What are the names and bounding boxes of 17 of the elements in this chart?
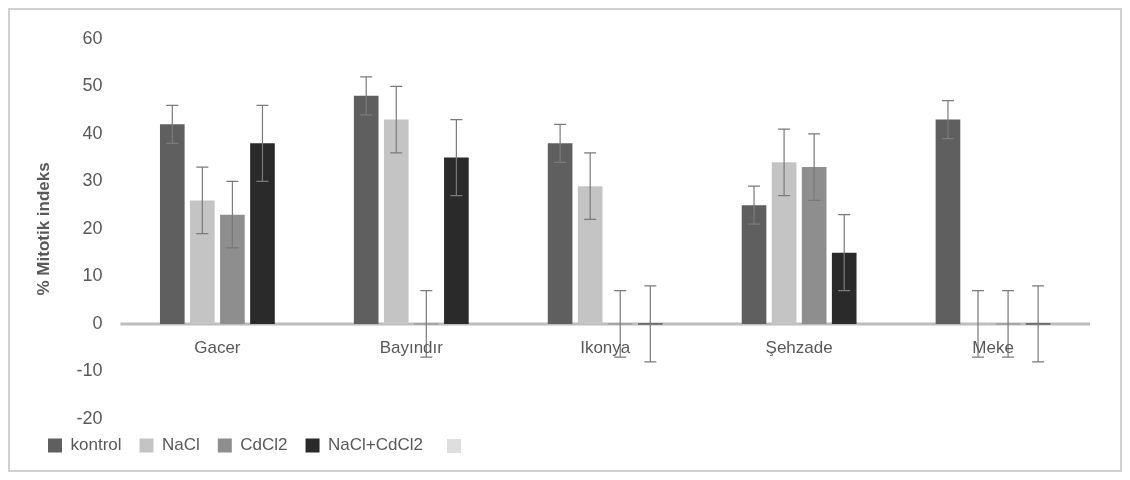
y-tick-label: -20: [76, 407, 103, 428]
y-tick-label: 20: [82, 217, 103, 238]
x-tick-label: Meke: [972, 338, 1014, 358]
x-tick-label: Şehzade: [765, 338, 833, 358]
y-tick-label: 60: [82, 27, 103, 48]
y-tick-label: 30: [82, 170, 103, 191]
legend-label: NaCl: [162, 435, 200, 455]
legend-label: NaCl+CdCl2: [328, 435, 423, 455]
y-tick-label: 40: [82, 122, 103, 143]
legend-label: kontrol: [70, 435, 122, 455]
y-tick-label: 0: [92, 312, 103, 333]
x-tick-label: Gacer: [194, 338, 241, 358]
y-tick-label: 50: [82, 75, 103, 96]
legend-label: CdCl2: [240, 435, 288, 455]
y-axis-title: % Mitotik indeks: [33, 162, 53, 296]
y-tick-label: 10: [82, 265, 103, 286]
y-tick-label: -10: [76, 360, 103, 381]
